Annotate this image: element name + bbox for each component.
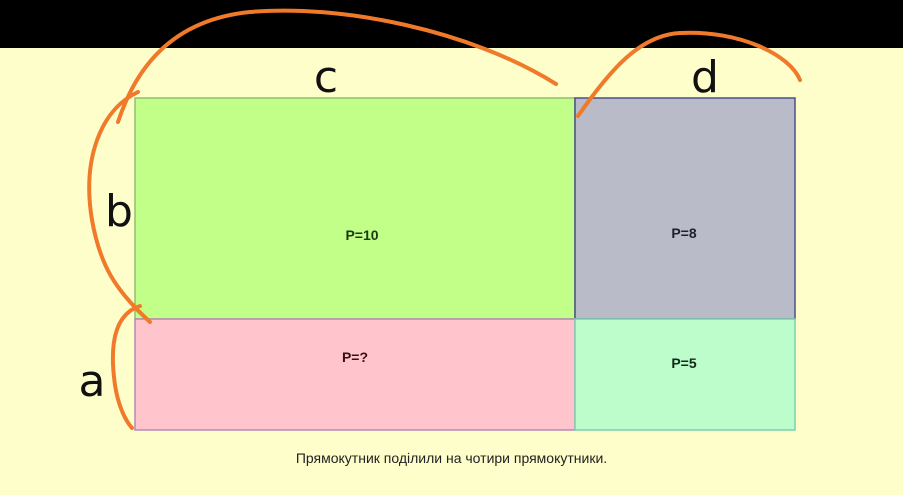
rect-bottom-left xyxy=(134,318,576,431)
label-top-right: P=8 xyxy=(671,225,697,241)
annotation-strokes xyxy=(87,8,802,430)
top-black-bar xyxy=(0,0,903,48)
side-label-b: b xyxy=(105,186,133,237)
rect-top-right xyxy=(574,97,796,320)
brace-c xyxy=(116,8,558,124)
rect-bottom-right xyxy=(574,318,796,431)
side-label-c: c xyxy=(314,52,338,103)
side-label-d: d xyxy=(691,52,719,103)
brace-a xyxy=(110,304,142,430)
label-top-left: P=10 xyxy=(345,227,378,243)
brace-d xyxy=(576,30,802,118)
label-bottom-left: P=? xyxy=(342,349,368,365)
caption: Прямокутник поділили на чотири прямокутн… xyxy=(295,450,608,466)
rect-top-left xyxy=(134,97,576,320)
brace-b xyxy=(87,90,152,324)
label-bottom-right: P=5 xyxy=(671,355,697,371)
side-label-a: a xyxy=(79,356,106,407)
